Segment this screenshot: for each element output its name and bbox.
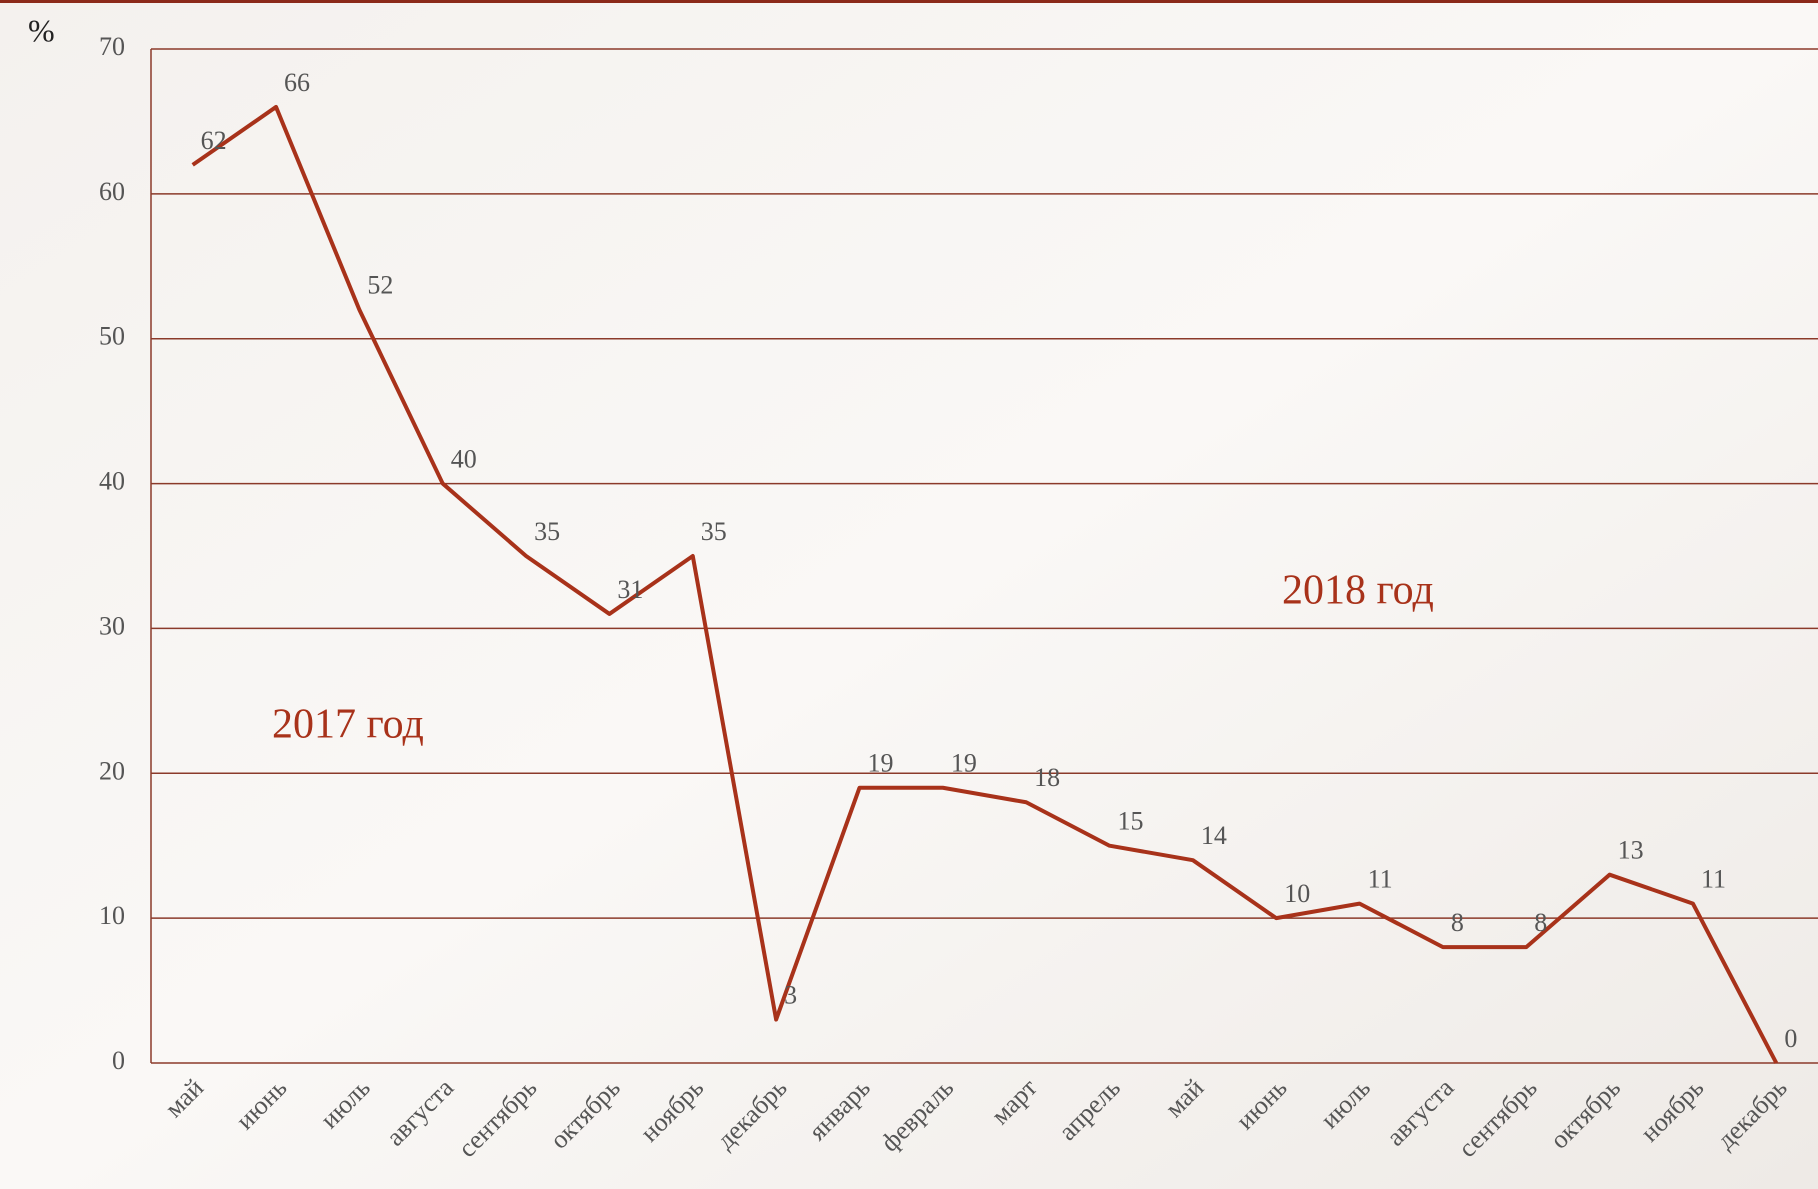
chart: % 2017 год 2018 год 010203040506070майию… [0,0,1818,1189]
y-tick-label: 70 [99,32,125,61]
data-label: 11 [1701,865,1726,894]
data-label: 14 [1201,821,1227,850]
data-label: 18 [1034,763,1060,792]
data-label: 10 [1284,879,1310,908]
background [0,0,1818,1189]
data-label: 35 [534,517,560,546]
data-label: 19 [951,749,977,778]
data-label: 8 [1451,908,1464,937]
y-tick-label: 10 [99,901,125,930]
data-label: 31 [617,575,643,604]
data-label: 13 [1618,836,1644,865]
data-label: 52 [367,271,393,300]
y-tick-label: 60 [99,177,125,206]
y-tick-label: 0 [112,1046,125,1075]
data-label: 0 [1784,1024,1797,1053]
data-label: 35 [701,517,727,546]
annotation: 2018 год [1282,568,1434,614]
top-border [0,0,1818,3]
data-label: 19 [867,749,893,778]
y-tick-label: 50 [99,322,125,351]
data-label: 62 [201,126,227,155]
data-label: 15 [1118,807,1144,836]
y-axis-label: % [28,12,55,48]
data-label: 66 [284,68,310,97]
data-label: 11 [1368,865,1393,894]
data-label: 40 [451,445,477,474]
data-label: 3 [784,981,797,1010]
y-tick-label: 30 [99,611,125,640]
data-label: 8 [1534,908,1547,937]
y-tick-label: 20 [99,756,125,785]
annotation: 2017 год [272,702,424,748]
y-tick-label: 40 [99,467,125,496]
